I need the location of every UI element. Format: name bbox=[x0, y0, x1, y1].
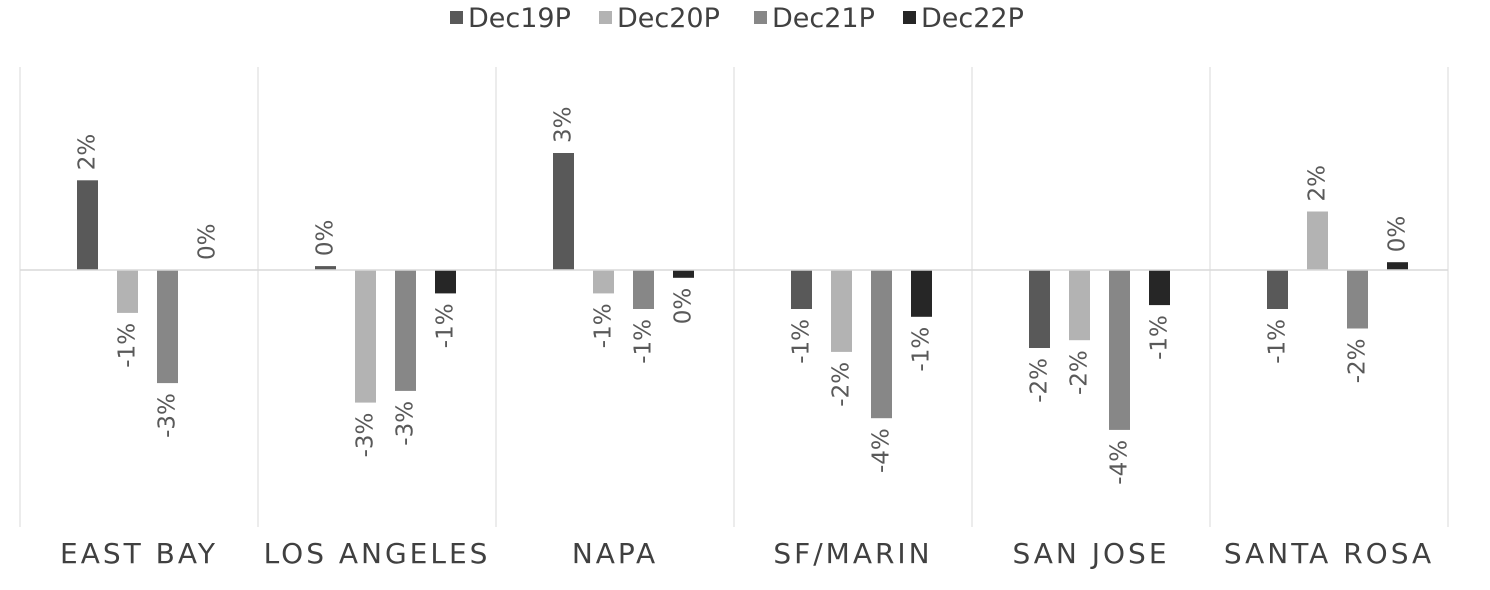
legend-label-dec19p: Dec19P bbox=[468, 3, 571, 34]
bar-dec20p bbox=[831, 270, 852, 352]
data-label: -1% bbox=[631, 319, 657, 364]
category-separators bbox=[19, 67, 1449, 527]
bar-dec21p bbox=[395, 270, 416, 391]
data-label: 3% bbox=[551, 107, 577, 144]
bar-dec20p bbox=[1069, 270, 1090, 341]
bar-dec19p bbox=[77, 180, 98, 270]
bar-dec21p bbox=[1109, 270, 1130, 430]
legend-swatch-dec21p bbox=[754, 11, 767, 24]
bar-dec19p bbox=[1029, 270, 1050, 348]
legend-swatch-dec20p bbox=[599, 11, 612, 24]
data-label: -1% bbox=[789, 319, 815, 364]
data-label: 0% bbox=[313, 220, 339, 257]
data-label: -1% bbox=[909, 327, 935, 372]
data-label: -1% bbox=[1147, 315, 1173, 360]
bar-dec22p bbox=[435, 270, 456, 294]
data-labels: 2% -1% -3% 0% 0% -3% -3% -1% 3% -1% -1% 0% -1% -2% -4%… bbox=[75, 107, 1411, 485]
category-label: EAST BAY bbox=[60, 537, 218, 570]
bar-dec19p bbox=[791, 270, 812, 309]
data-label: -3% bbox=[353, 413, 379, 458]
data-label: -3% bbox=[393, 401, 419, 446]
category-label: LOS ANGELES bbox=[264, 537, 491, 570]
data-label: -2% bbox=[829, 362, 855, 407]
data-label: 0% bbox=[195, 224, 221, 261]
data-label: -2% bbox=[1345, 339, 1371, 384]
data-label: -4% bbox=[869, 428, 895, 473]
category-label: NAPA bbox=[572, 537, 658, 570]
bar-dec22p bbox=[1149, 270, 1170, 306]
category-label: SAN JOSE bbox=[1012, 537, 1169, 570]
bar-dec19p bbox=[315, 266, 336, 270]
bars bbox=[77, 153, 1408, 430]
bar-dec19p bbox=[1267, 270, 1288, 309]
bar-dec22p bbox=[673, 270, 694, 278]
bar-dec20p bbox=[355, 270, 376, 403]
legend-label-dec20p: Dec20P bbox=[617, 3, 720, 34]
bar-dec21p bbox=[633, 270, 654, 309]
data-label: -3% bbox=[155, 393, 181, 438]
legend-swatch-dec22p bbox=[903, 11, 916, 24]
data-label: -1% bbox=[591, 303, 617, 348]
bar-dec20p bbox=[1307, 211, 1328, 270]
bar-dec20p bbox=[117, 270, 138, 313]
bar-dec21p bbox=[157, 270, 178, 384]
legend-swatch-dec19p bbox=[450, 11, 463, 24]
data-label: -1% bbox=[1265, 319, 1291, 364]
bar-dec21p bbox=[1347, 270, 1368, 329]
data-label: -1% bbox=[433, 303, 459, 348]
bar-dec21p bbox=[871, 270, 892, 419]
bar-dec19p bbox=[553, 153, 574, 270]
data-label: -2% bbox=[1027, 358, 1053, 403]
data-label: 0% bbox=[671, 288, 697, 325]
category-label: SF/MARIN bbox=[773, 537, 932, 570]
bar-dec22p bbox=[1387, 262, 1408, 270]
legend-label-dec21p: Dec21P bbox=[772, 3, 875, 34]
bar-dec22p bbox=[911, 270, 932, 317]
legend-label-dec22p: Dec22P bbox=[921, 3, 1024, 34]
category-labels: EAST BAY LOS ANGELES NAPA SF/MARIN SAN JOSE S… bbox=[60, 537, 1434, 570]
legend: Dec19P Dec20P Dec21P Dec22P bbox=[450, 3, 1024, 34]
category-label: SANTA ROSA bbox=[1224, 537, 1434, 570]
data-label: -2% bbox=[1067, 350, 1093, 395]
data-label: -1% bbox=[115, 323, 141, 368]
data-label: 2% bbox=[75, 134, 101, 171]
data-label: 0% bbox=[1385, 216, 1411, 253]
bar-dec20p bbox=[593, 270, 614, 294]
data-label: -4% bbox=[1107, 440, 1133, 485]
data-label: 2% bbox=[1305, 165, 1331, 202]
